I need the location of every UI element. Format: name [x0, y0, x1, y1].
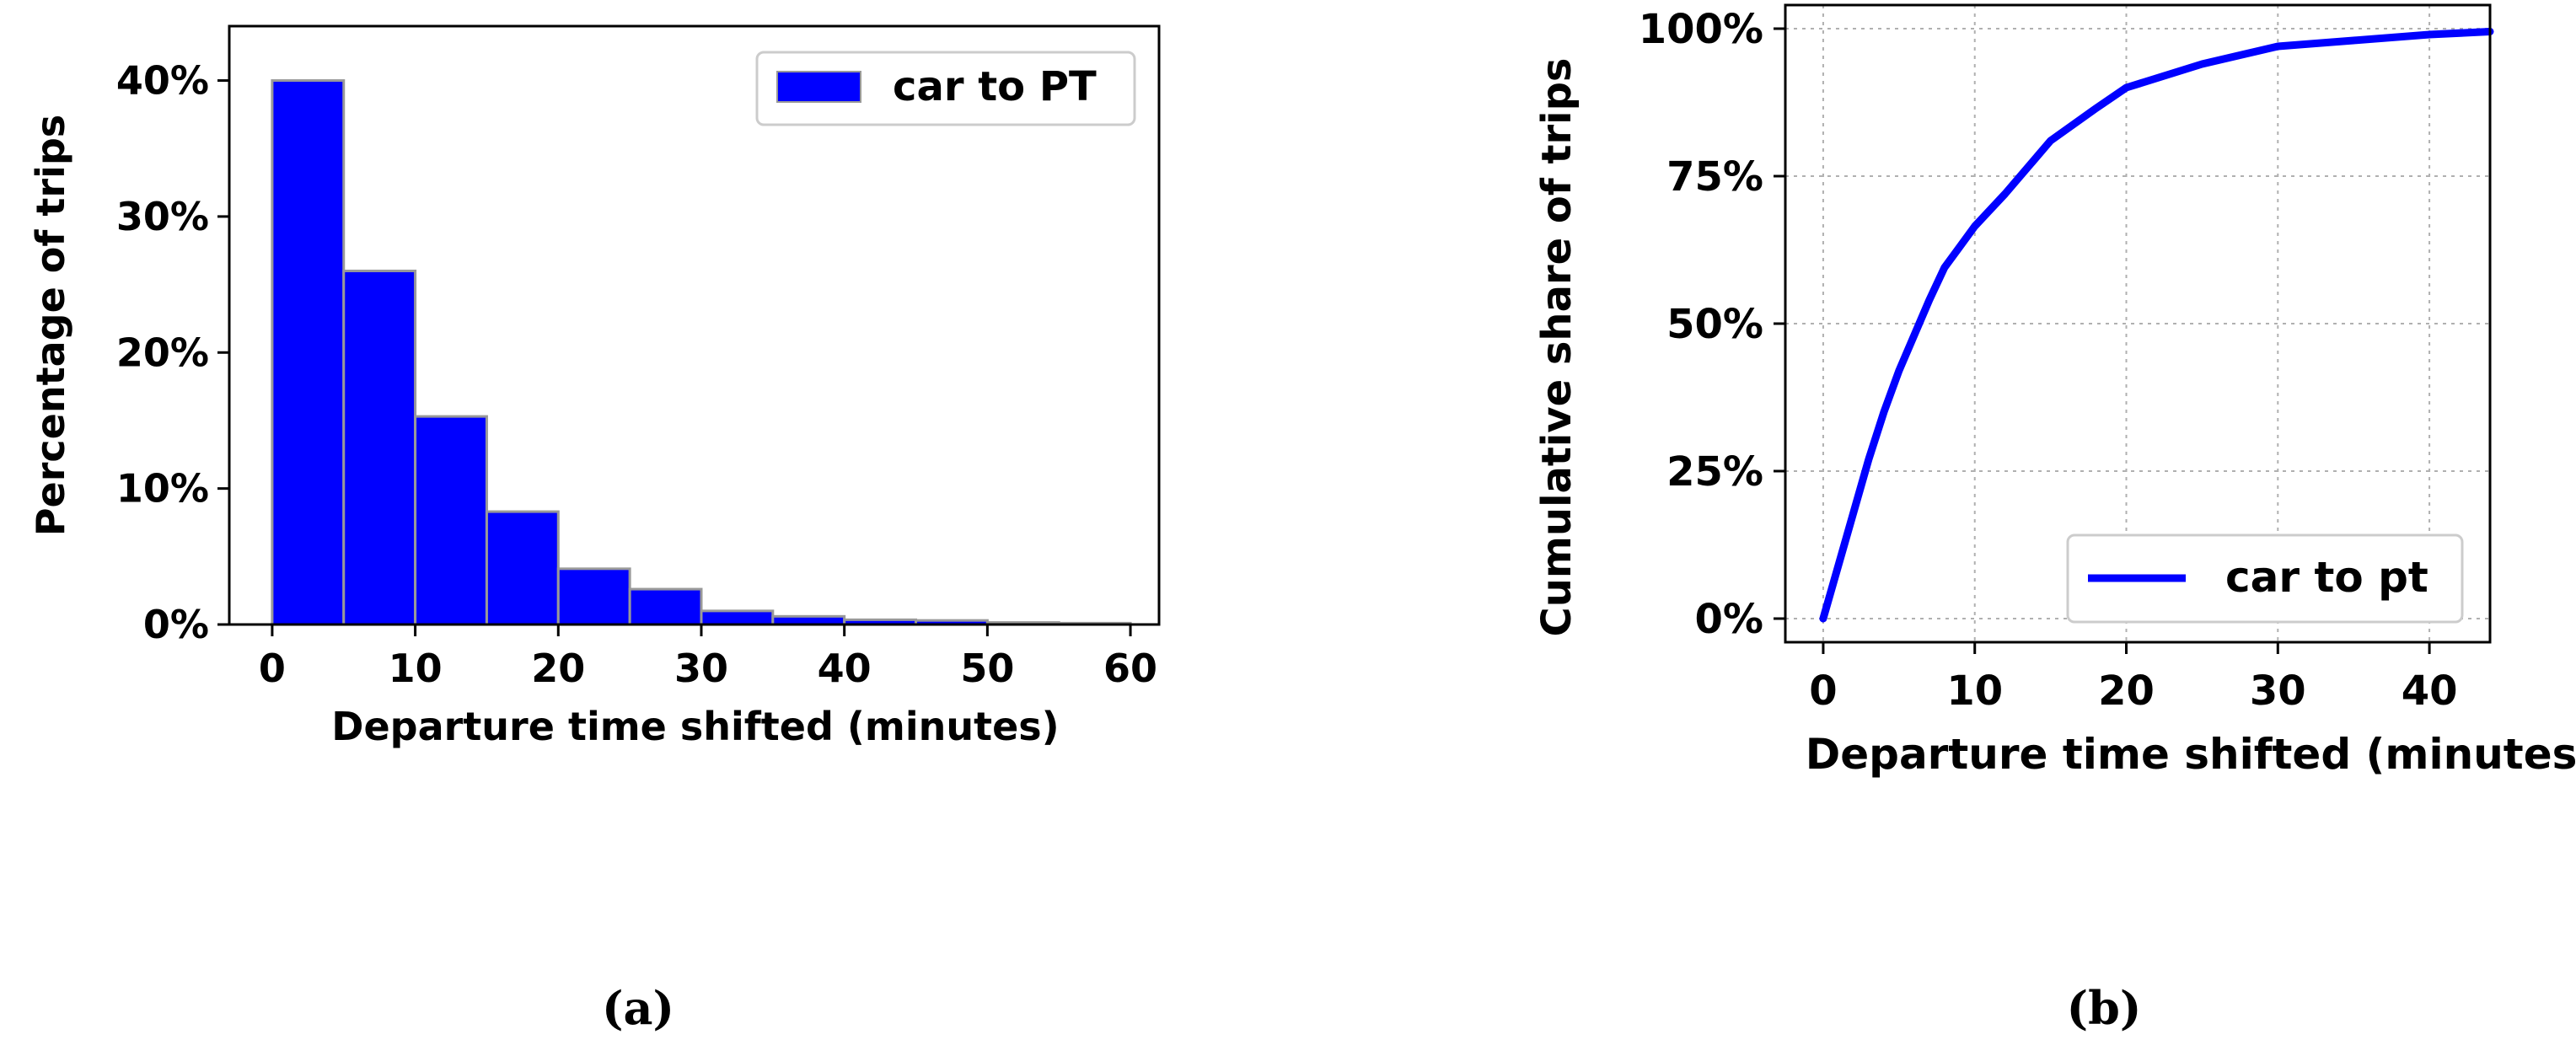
x-axis-label: Departure time shifted (minutes)	[1806, 730, 2576, 779]
histogram-bar	[485, 510, 560, 626]
x-tick-label: 30	[674, 646, 728, 691]
y-tick-label: 10%	[116, 466, 209, 512]
x-tick-label: 30	[2250, 667, 2306, 715]
y-tick-label: 0%	[1695, 596, 1764, 643]
y-tick-label: 40%	[116, 58, 209, 104]
y-tick-label: 75%	[1666, 153, 1763, 201]
x-tick-label: 20	[2098, 667, 2155, 715]
histogram-panel: 0 10 20 30 40 50 60 0% 10% 20% 30% 40% Departure t…	[28, 24, 1161, 1035]
x-tick-label: 50	[960, 646, 1014, 691]
histogram-bar	[271, 79, 346, 626]
y-axis-ticks: 0% 10% 20% 30% 40%	[116, 58, 229, 647]
panel-label-a: (a)	[602, 981, 674, 1035]
legend: car to PT	[755, 51, 1136, 126]
legend: car to pt	[2066, 533, 2464, 624]
histogram-bar	[628, 587, 703, 626]
histogram-bar	[414, 415, 488, 626]
legend-frame	[2066, 533, 2464, 624]
histogram-bar	[700, 609, 775, 626]
x-tick-label: 10	[1946, 667, 2003, 715]
y-tick-label: 50%	[1666, 301, 1763, 348]
histogram-bar	[342, 269, 417, 626]
x-tick-label: 20	[531, 646, 585, 691]
x-tick-label: 40	[818, 646, 872, 691]
y-tick-label: 100%	[1639, 6, 1763, 53]
histogram-bars	[271, 79, 1132, 626]
y-tick-label: 20%	[116, 330, 209, 375]
legend-label: car to pt	[2225, 553, 2428, 602]
x-tick-label: 40	[2402, 667, 2458, 715]
y-axis-label: Cumulative share of trips	[1533, 57, 1580, 636]
x-tick-label: 10	[389, 646, 443, 691]
cumulative-panel: 0 10 20 30 40 0% 25% 50% 75% 100% Departure time…	[1533, 3, 2576, 1035]
plot-frame	[228, 24, 1161, 626]
x-tick-label: 60	[1103, 646, 1157, 691]
panel-label-b: (b)	[2067, 981, 2142, 1035]
y-tick-label: 25%	[1666, 448, 1763, 496]
histogram-bar	[556, 567, 631, 626]
x-axis-label: Departure time shifted (minutes)	[331, 704, 1059, 749]
y-tick-label: 0%	[143, 602, 209, 647]
y-tick-label: 30%	[116, 194, 209, 239]
x-axis-ticks: 0 10 20 30 40 50 60	[259, 624, 1157, 691]
x-tick-label: 0	[1809, 667, 1837, 715]
y-axis-label: Percentage of trips	[28, 115, 73, 536]
series-line-car-to-pt	[1819, 28, 2494, 623]
legend-frame	[755, 51, 1136, 126]
y-axis-ticks: 0% 25% 50% 75% 100%	[1639, 6, 1785, 643]
x-tick-label: 0	[259, 646, 286, 691]
legend-label: car to PT	[893, 63, 1097, 110]
legend-swatch	[776, 71, 861, 103]
x-axis-ticks: 0 10 20 30 40	[1809, 642, 2457, 715]
